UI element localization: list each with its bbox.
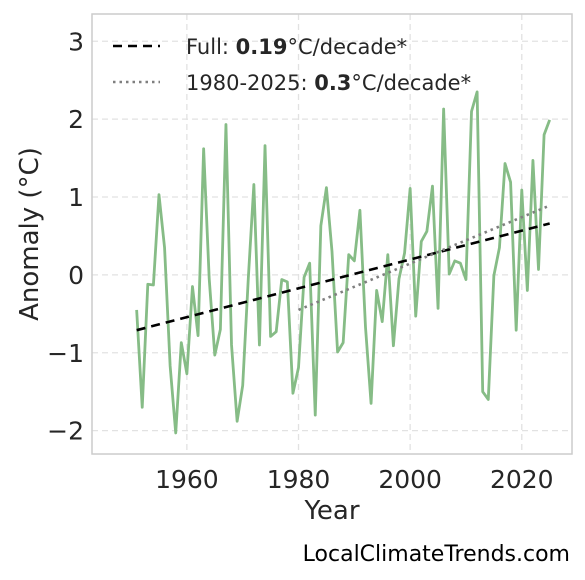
legend-recent-unit: °C/decade* bbox=[351, 71, 471, 95]
y-tick-label: 2 bbox=[68, 105, 84, 134]
y-tick-label: −1 bbox=[47, 339, 84, 368]
trend-line-full bbox=[136, 222, 550, 332]
x-tick-label: 2020 bbox=[490, 465, 554, 494]
y-tick-label: 0 bbox=[68, 261, 84, 290]
legend-full-unit: °C/decade* bbox=[288, 35, 408, 59]
x-axis-label: Year bbox=[303, 496, 359, 526]
legend-entry-recent: 1980-2025: 0.3°C/decade* bbox=[186, 71, 471, 95]
x-tick-label: 2000 bbox=[378, 465, 442, 494]
y-axis-label: Anomaly (°C) bbox=[15, 147, 45, 321]
y-tick-label: −2 bbox=[47, 417, 84, 446]
y-tick-label: 3 bbox=[68, 27, 84, 56]
plot-frame bbox=[91, 13, 573, 455]
anomaly-series-line bbox=[135, 90, 551, 435]
x-axis-ticks: 1960 1980 2000 2020 bbox=[155, 465, 554, 494]
x-tick-label: 1980 bbox=[267, 465, 331, 494]
watermark: LocalClimateTrends.com bbox=[303, 542, 570, 567]
y-axis-ticks: −2 −1 0 1 2 3 bbox=[47, 27, 84, 445]
y-tick-label: 1 bbox=[68, 183, 84, 212]
legend: Full: 0.19°C/decade* 1980-2025: 0.3°C/de… bbox=[113, 35, 471, 95]
legend-entry-full: Full: 0.19°C/decade* bbox=[186, 35, 407, 59]
legend-full-rate: 0.19 bbox=[236, 35, 288, 59]
x-tick-label: 1960 bbox=[155, 465, 219, 494]
legend-recent-prefix: 1980-2025: bbox=[186, 71, 314, 95]
series-layer bbox=[135, 90, 551, 435]
legend-full-prefix: Full: bbox=[186, 35, 236, 59]
legend-recent-rate: 0.3 bbox=[314, 71, 351, 95]
